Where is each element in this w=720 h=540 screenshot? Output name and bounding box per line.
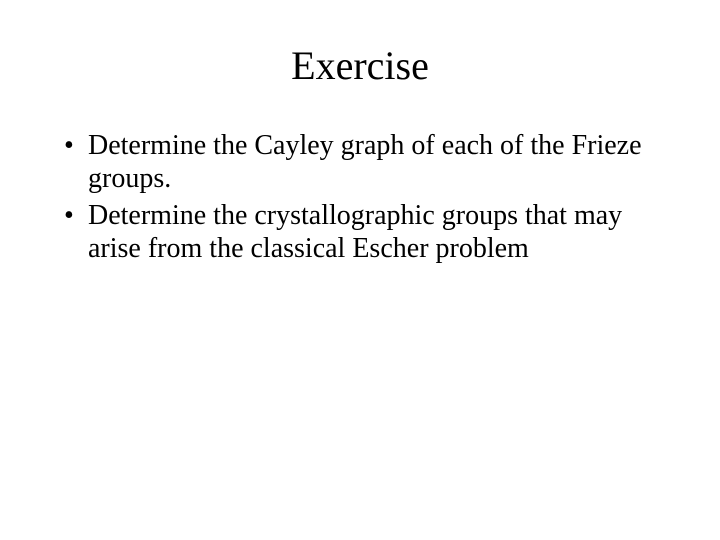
slide-title: Exercise bbox=[0, 0, 720, 99]
list-item: Determine the Cayley graph of each of th… bbox=[60, 129, 660, 195]
bullet-list: Determine the Cayley graph of each of th… bbox=[60, 129, 660, 265]
slide: Exercise Determine the Cayley graph of e… bbox=[0, 0, 720, 540]
list-item: Determine the crystallographic groups th… bbox=[60, 199, 660, 265]
slide-body: Determine the Cayley graph of each of th… bbox=[0, 99, 720, 265]
